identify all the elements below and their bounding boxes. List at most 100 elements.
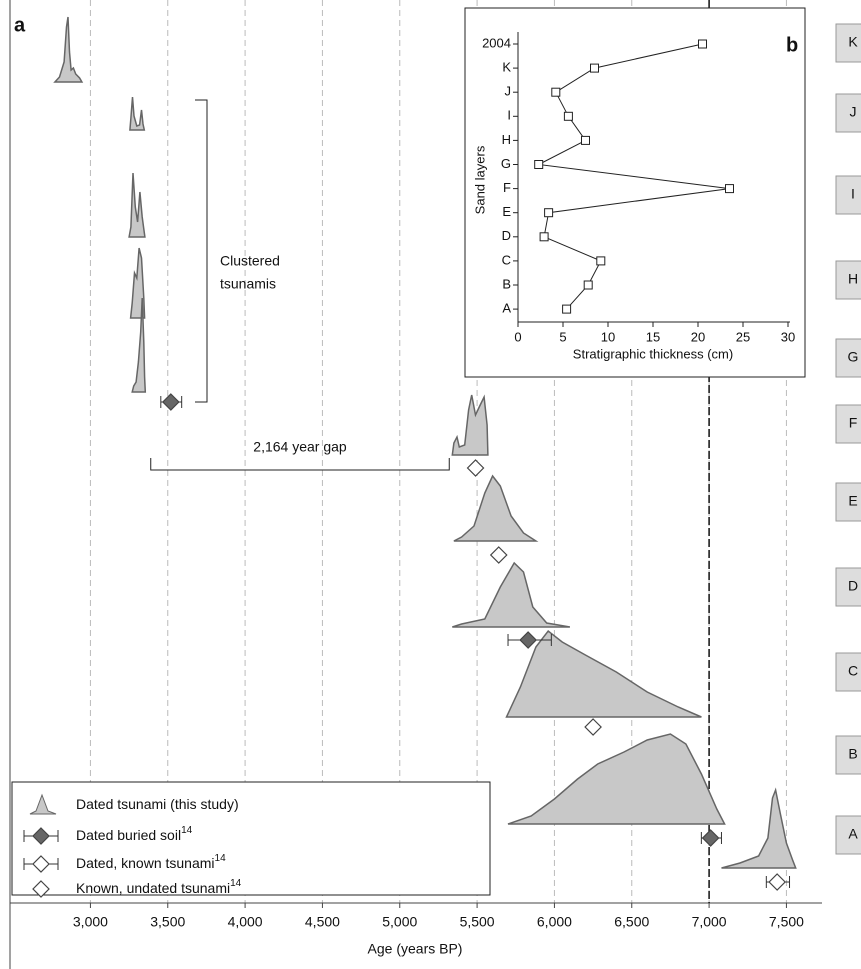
thickness-point [551,87,561,97]
tsunami-density [721,787,797,869]
thickness-point [590,63,599,73]
age-marker [162,393,180,411]
legend-text: Dated, known tsunami [76,855,215,871]
y-tick-label: J [505,84,512,99]
tsunami-density [129,96,146,131]
layer-label: C [848,663,858,679]
x-tick-label: 7,500 [769,914,804,930]
layer-label-box [835,404,861,444]
layer-label: F [849,415,858,431]
x-tick-label: 15 [646,329,660,344]
thickness-point [544,208,554,218]
tsunami-density [128,172,146,238]
layer-label: G [848,349,859,365]
tsunami-density [507,733,726,825]
layer-label-box [835,23,861,63]
legend-label: Dated tsunami (this study) [76,796,239,812]
layer-label-box [835,175,861,215]
legend-icon [32,827,50,845]
y-tick-label: I [507,108,511,123]
y-tick-label: E [502,204,511,219]
thickness-point [698,39,707,49]
thickness-point [539,232,549,242]
y-tick-label: A [502,301,511,316]
age-marker [466,459,485,477]
annotation: 2,164 year gap [253,439,347,455]
layer-label: A [848,826,858,842]
panel-label: b [786,34,798,56]
thickness-point [596,256,606,266]
y-tick-label: K [502,60,511,75]
legend-label: Known, undated tsunami14 [76,878,242,896]
tsunami-density [451,394,489,456]
legend-box [11,781,491,896]
tsunami-density [129,247,146,319]
x-tick-label: 5,000 [382,914,417,930]
layer-label-box [835,567,861,607]
layer-label: I [851,186,855,202]
legend-ref: 14 [215,853,227,864]
layer-label-box [835,652,861,692]
tsunami-density [452,561,571,628]
age-marker [519,631,537,649]
x-tick-label: 6,000 [537,914,572,930]
y-tick-label: 2004 [482,35,511,50]
x-tick-label: 10 [601,329,615,344]
annotation: Clustered [220,253,280,269]
x-tick-label: 3,000 [73,914,108,930]
layer-label: J [850,104,857,120]
age-marker [584,718,602,736]
legend-icon [29,793,57,815]
thickness-point [563,111,573,121]
x-tick-label: 0 [514,329,521,344]
y-tick-label: F [503,180,511,195]
x-tick-label: 4,500 [305,914,340,930]
legend-icon [32,855,50,873]
y-tick-label: G [501,156,511,171]
thickness-point [562,304,572,314]
layer-label: H [848,271,858,287]
tsunami-density [453,474,539,542]
y-tick-label: H [502,132,511,147]
x-tick-label: 5,500 [460,914,495,930]
age-marker [489,546,508,564]
x-axis-title: Age (years BP) [368,941,463,957]
legend-text: Known, undated tsunami [76,880,230,896]
x-axis-title: Stratigraphic thickness (cm) [573,346,733,361]
x-tick-label: 6,500 [614,914,649,930]
x-tick-label: 20 [691,329,705,344]
layer-label-box [835,338,861,378]
cluster-bracket [195,99,208,403]
y-tick-label: D [502,228,511,243]
legend-ref: 14 [181,825,193,836]
x-tick-label: 30 [781,329,795,344]
layer-label-box [835,93,861,133]
x-tick-label: 5 [559,329,566,344]
layer-label-box [835,260,861,300]
legend-label: Dated buried soil14 [76,825,193,843]
inset-frame [464,7,806,378]
thickness-point [581,135,590,145]
x-tick-label: 3,500 [150,914,185,930]
y-axis-title: Sand layers [472,145,487,214]
layer-label: D [848,578,858,594]
x-tick-label: 7,000 [692,914,727,930]
x-tick-label: 25 [736,329,750,344]
legend-icon [32,880,50,898]
layer-label-box [835,815,861,855]
thickness-point [534,160,544,169]
layer-label-box [835,482,861,522]
layer-label: B [848,746,857,762]
age-marker [701,829,720,847]
legend-label: Dated, known tsunami14 [76,853,226,871]
tsunami-density [505,629,702,718]
legend-text: Dated tsunami (this study) [76,796,239,812]
annotation: tsunamis [220,276,276,292]
layer-label-box [835,735,861,775]
panel-label: a [14,14,26,36]
legend-text: Dated buried soil [76,827,181,843]
tsunami-density [131,297,147,393]
tsunami-density [53,16,84,83]
y-tick-label: C [502,252,511,267]
